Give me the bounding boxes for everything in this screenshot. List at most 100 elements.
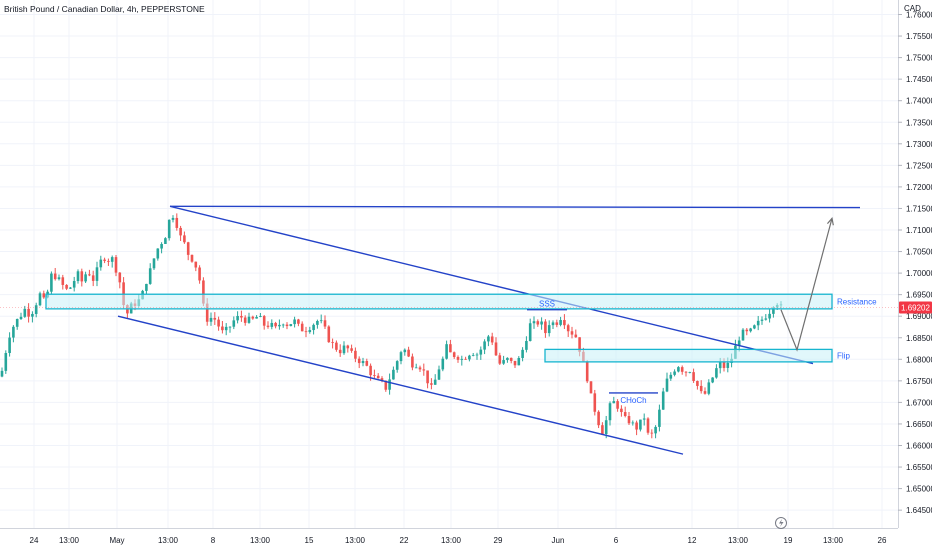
candle-body [160, 243, 163, 249]
candle-body [411, 356, 414, 368]
candle-body [27, 308, 30, 317]
price-tick-label: 1.65000 [906, 485, 932, 494]
candle [680, 365, 684, 375]
projection-arrowhead [826, 217, 834, 226]
candle-body [639, 419, 642, 430]
candle-body [365, 361, 369, 366]
candle [426, 370, 429, 389]
candle-body [631, 422, 635, 424]
candle [711, 377, 714, 384]
candle-body [251, 316, 255, 319]
candle [411, 353, 414, 371]
candle-body [361, 361, 365, 364]
candle-body [422, 369, 426, 371]
candle [156, 248, 160, 261]
candle-body [490, 336, 494, 343]
candle-body [167, 219, 171, 239]
candle [509, 357, 513, 364]
candle-body [342, 345, 346, 354]
candle [616, 399, 619, 412]
candle-body [65, 284, 68, 289]
candle-body [118, 272, 122, 283]
price-tick-label: 1.71500 [906, 204, 932, 213]
candle [38, 291, 42, 307]
annotations: Resistance Flip SSS CHoCh [45, 205, 877, 455]
candle [646, 417, 650, 435]
candle [525, 336, 528, 353]
candle [53, 267, 57, 281]
candle-body [266, 325, 270, 327]
candle [604, 415, 608, 439]
candle-body [240, 315, 243, 318]
candle-body [23, 308, 27, 317]
candle [145, 283, 148, 295]
price-tick-label: 1.68000 [906, 355, 932, 364]
candle-body [426, 370, 429, 384]
candle [8, 332, 11, 357]
channel-bottom [117, 315, 684, 455]
candle [540, 317, 543, 330]
price-tick-label: 1.73500 [906, 118, 932, 127]
candle [0, 367, 4, 378]
candle-body [236, 315, 239, 321]
price-tick-label: 1.66500 [906, 420, 932, 429]
candle-body [388, 379, 391, 390]
price-tick-label: 1.75500 [906, 32, 932, 41]
candle-body [380, 378, 384, 381]
candle-body [498, 355, 502, 364]
candle [221, 320, 224, 334]
zone-box [45, 293, 833, 310]
candle [635, 420, 638, 436]
candle [468, 354, 471, 362]
candle-body [604, 420, 608, 435]
candle-body [620, 408, 623, 413]
candle-body [578, 337, 581, 352]
candle [608, 401, 612, 426]
candle-body [323, 320, 327, 327]
candle-body [684, 371, 688, 373]
candle-body [346, 345, 350, 349]
candle-body [4, 353, 8, 371]
price-tick-label: 1.67000 [906, 398, 932, 407]
candle-body [403, 349, 407, 353]
candle-body [289, 324, 293, 327]
candle [464, 356, 467, 360]
lightning-icon-bolt [779, 519, 784, 527]
candle-body [726, 362, 730, 368]
candle-body [471, 354, 475, 356]
candle-body [99, 259, 103, 268]
candle [118, 272, 122, 289]
candle-body [737, 340, 741, 346]
candle [597, 410, 600, 429]
candle-body [764, 318, 768, 320]
candle [12, 325, 15, 343]
candle [213, 312, 217, 325]
candle [354, 347, 357, 363]
candle [50, 271, 53, 294]
candle-body [338, 349, 342, 354]
candle [27, 303, 30, 323]
candle-body [475, 354, 479, 356]
candle-body [551, 322, 555, 326]
candle [658, 404, 661, 432]
candle [753, 324, 756, 330]
candle [650, 429, 654, 439]
candle-body [768, 313, 771, 319]
price-tick-label: 1.74000 [906, 97, 932, 106]
candle-body [205, 303, 209, 322]
candle [312, 323, 315, 335]
candle [42, 290, 46, 299]
candle [414, 363, 418, 369]
candle-body [745, 329, 749, 332]
candle-body [433, 379, 437, 385]
candle [114, 254, 118, 277]
candle-body [259, 316, 262, 317]
price-tick-label: 1.69500 [906, 291, 932, 300]
candle [487, 334, 490, 347]
grid-lines [0, 0, 898, 528]
candle [756, 315, 760, 331]
candle [403, 348, 407, 356]
candle-body [164, 238, 167, 244]
